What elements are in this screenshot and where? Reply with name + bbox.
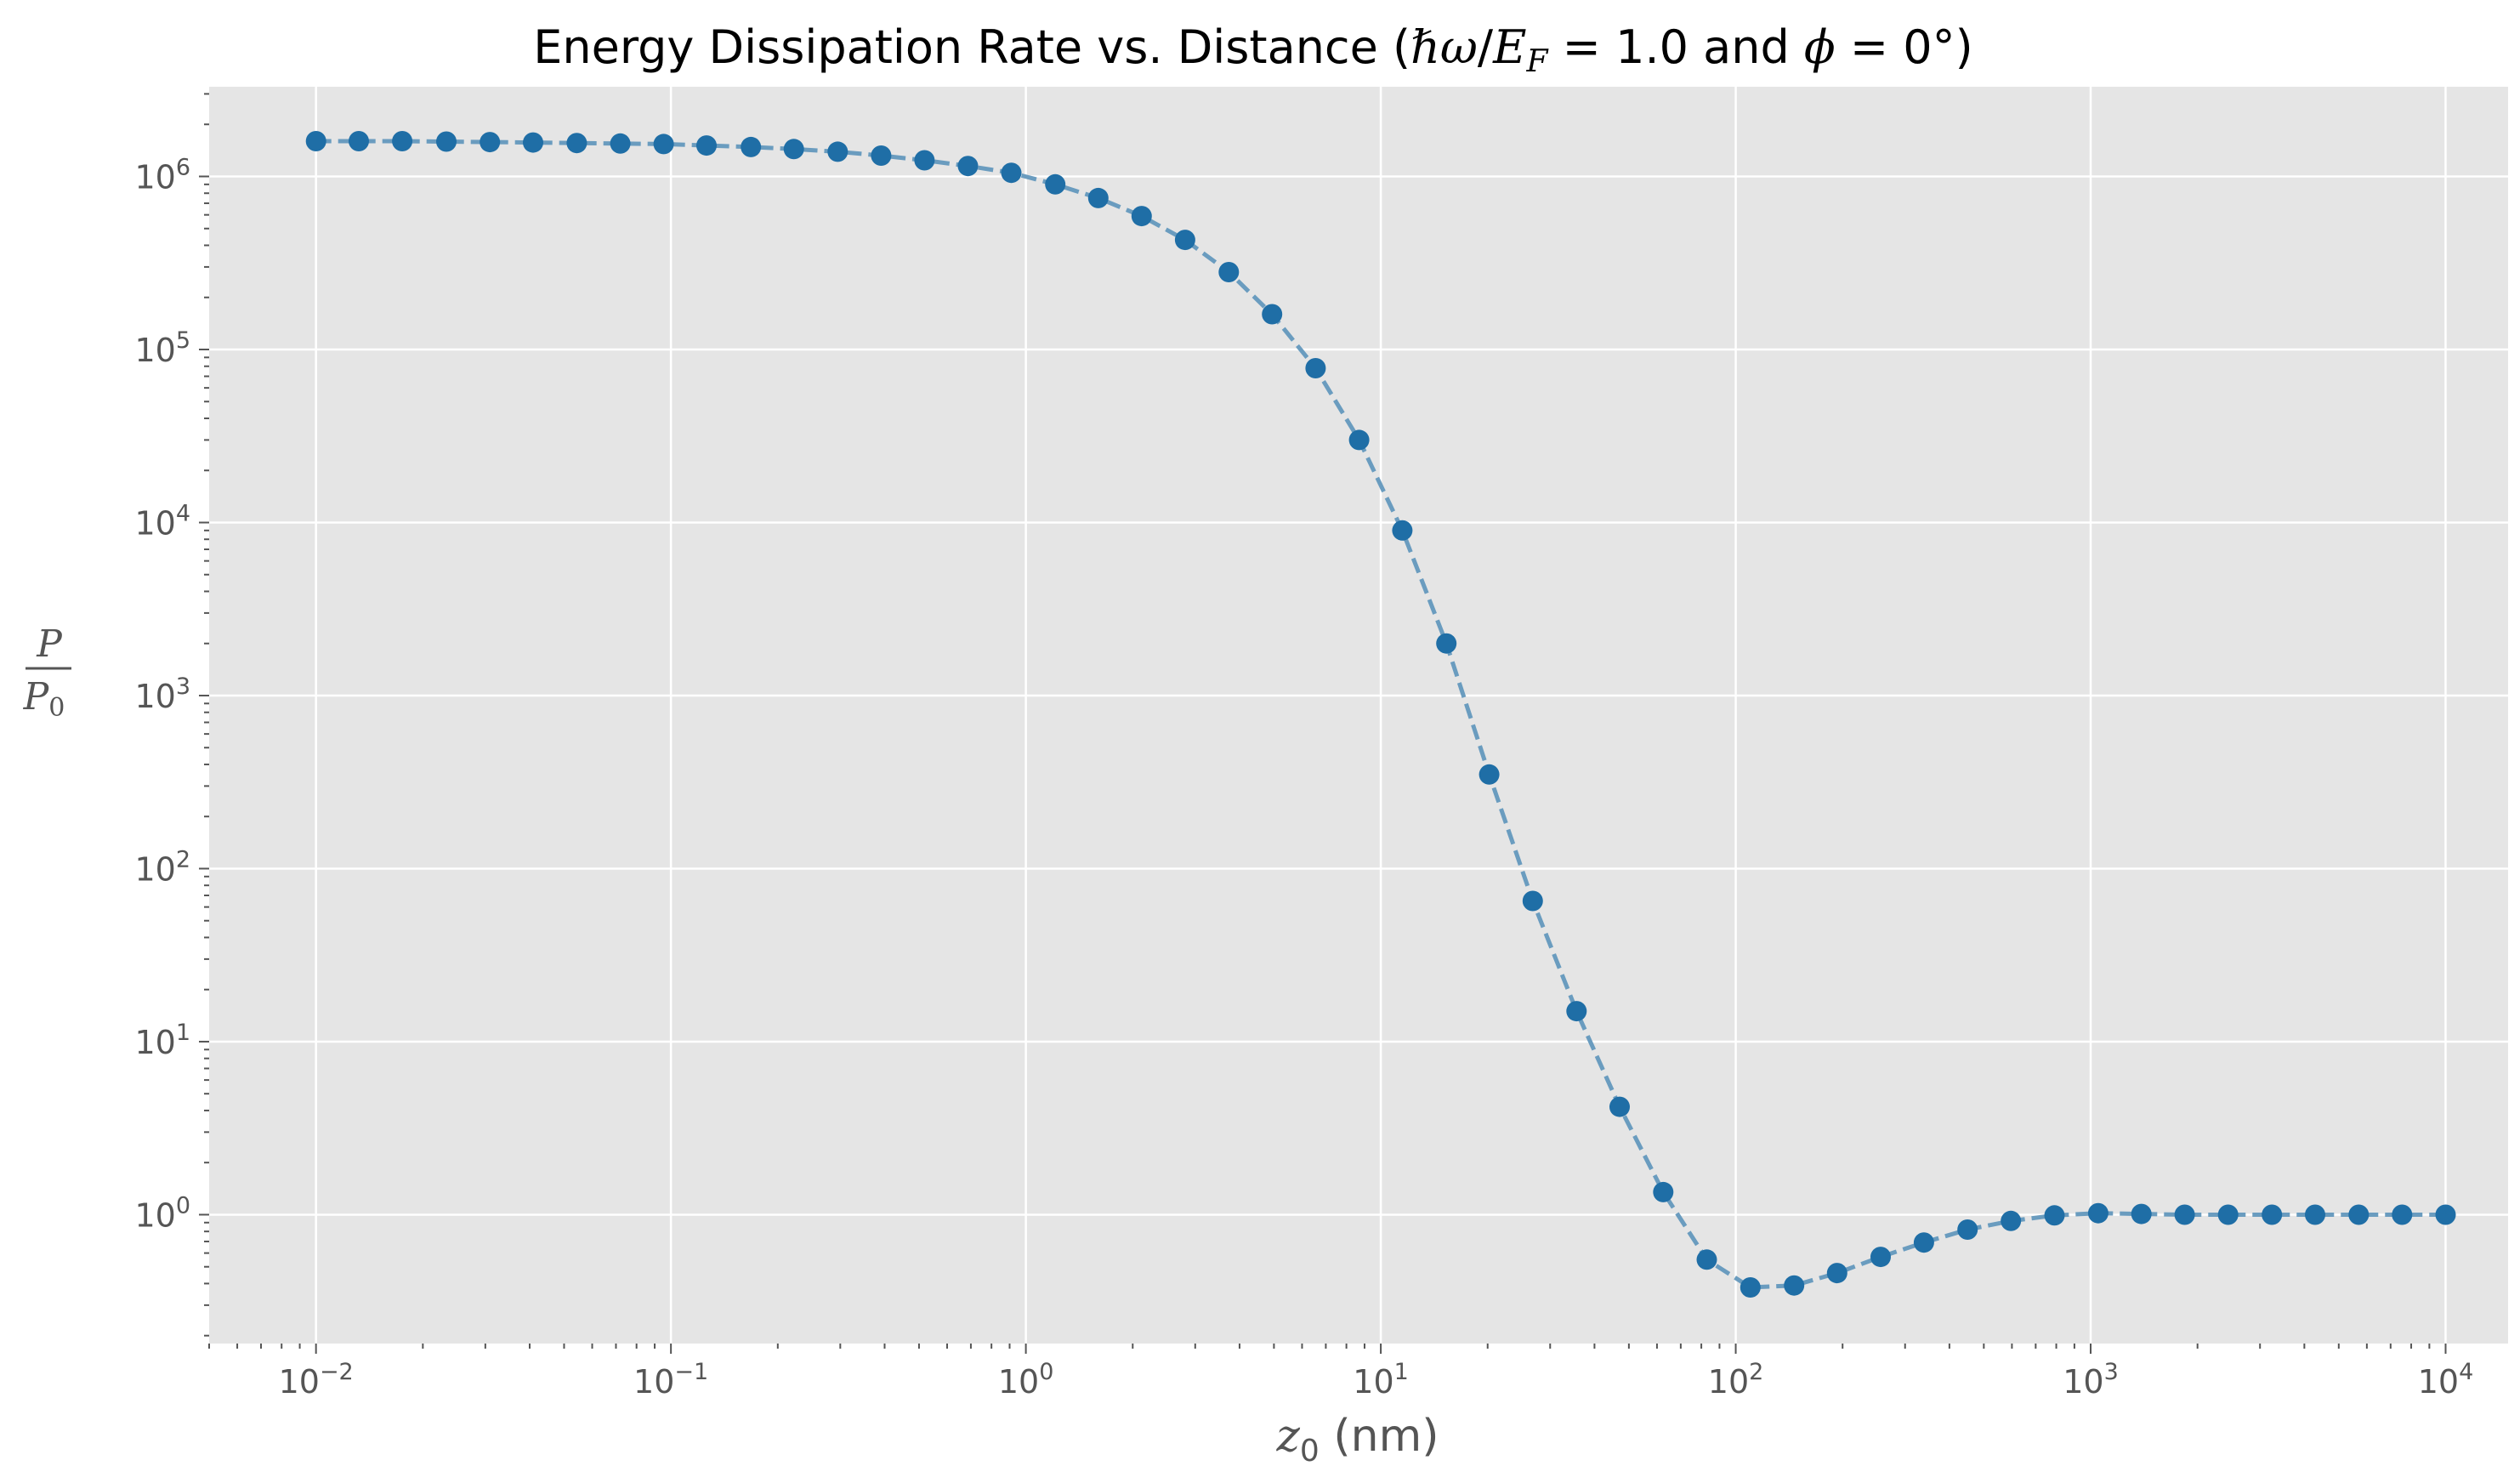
data-point	[914, 150, 935, 171]
data-point	[610, 133, 631, 154]
data-point	[436, 131, 457, 152]
data-point	[1436, 633, 1457, 654]
data-point	[1566, 1001, 1587, 1022]
data-point	[1174, 230, 1195, 251]
minor-ticks	[199, 93, 2447, 1354]
x-axis-label: z0 (nm)	[1275, 1411, 1439, 1469]
data-point	[957, 156, 979, 177]
data-point	[1262, 304, 1283, 325]
data-point	[1740, 1277, 1761, 1298]
data-point	[1131, 206, 1152, 227]
y-tick-label: 100	[134, 1192, 190, 1234]
data-point	[1001, 162, 1022, 184]
data-point	[1087, 187, 1109, 208]
data-point	[2435, 1204, 2456, 1225]
data-point	[566, 133, 587, 154]
data-point	[305, 131, 326, 151]
x-tick-label: 101	[1353, 1359, 1409, 1401]
data-point	[653, 134, 674, 155]
data-point	[1826, 1263, 1847, 1284]
data-point	[696, 135, 717, 156]
data-point	[783, 139, 804, 160]
data-point	[1218, 262, 1240, 282]
chart-title: Energy Dissipation Rate vs. Distance (ℏω…	[533, 20, 1972, 79]
data-point	[741, 136, 762, 157]
data-point	[871, 145, 892, 166]
data-points	[305, 131, 2456, 1298]
data-point	[392, 131, 413, 151]
data-point	[2262, 1204, 2283, 1225]
data-point	[1305, 358, 1326, 378]
data-point	[1784, 1275, 1805, 1296]
data-point	[2174, 1204, 2195, 1225]
data-point	[1392, 520, 1413, 541]
x-tick-label: 103	[2063, 1359, 2119, 1401]
x-tick-label: 10−2	[279, 1359, 354, 1401]
data-point	[480, 132, 501, 153]
x-tick-label: 10−1	[633, 1359, 708, 1401]
data-point	[2392, 1204, 2413, 1225]
data-point	[1045, 173, 1066, 195]
data-point	[2217, 1204, 2239, 1225]
data-point	[523, 132, 543, 153]
data-point	[827, 141, 849, 162]
data-point	[2044, 1205, 2065, 1226]
y-tick-label: 102	[134, 846, 190, 888]
data-point	[1479, 764, 1500, 785]
data-point	[2087, 1202, 2109, 1224]
data-point	[1653, 1181, 1674, 1202]
y-axis-label: P P0	[23, 622, 71, 723]
data-point	[1913, 1232, 1934, 1253]
data-point	[1696, 1249, 1717, 1270]
x-tick-labels: 10−2 10−1 100 101 102 103 104	[279, 1359, 2474, 1401]
data-point	[1870, 1247, 1891, 1268]
x-tick-label: 102	[1708, 1359, 1764, 1401]
data-point	[2348, 1204, 2370, 1225]
data-point	[2001, 1210, 2022, 1231]
y-tick-label: 101	[134, 1020, 190, 1061]
y-tick-label: 104	[134, 500, 190, 542]
grid	[209, 87, 2508, 1344]
data-point	[2305, 1204, 2325, 1225]
data-point	[1609, 1096, 1630, 1117]
y-tick-labels: 100 101 102 103 104 105 106	[134, 155, 190, 1235]
y-tick-label: 106	[134, 155, 190, 196]
svg-text:P0: P0	[23, 675, 65, 723]
y-tick-label: 103	[134, 673, 190, 715]
y-tick-label: 105	[134, 327, 190, 369]
x-tick-label: 104	[2418, 1359, 2474, 1401]
plot-background	[209, 87, 2508, 1344]
svg-text:P: P	[36, 622, 63, 666]
data-point	[349, 131, 369, 151]
data-point	[1522, 890, 1543, 912]
data-point	[1348, 429, 1370, 451]
x-tick-label: 100	[998, 1359, 1054, 1401]
data-point	[1957, 1219, 1978, 1240]
data-point	[2131, 1203, 2152, 1224]
